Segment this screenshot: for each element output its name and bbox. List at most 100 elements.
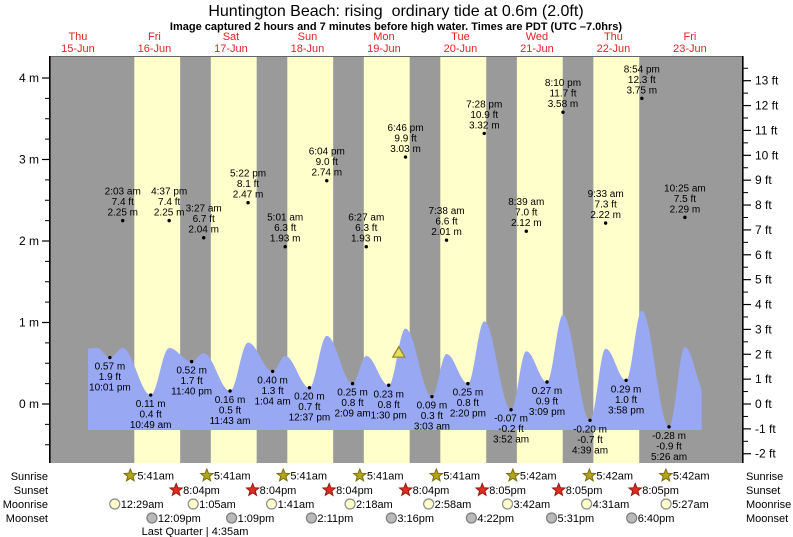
- tide-event-dots: [108, 96, 687, 429]
- high-tide-label-line: 2.12 m: [511, 218, 542, 229]
- low-tide-label-line: 4:39 am: [572, 445, 608, 456]
- high-tide-label-line: 5:22 pm: [230, 169, 266, 180]
- low-tide-dot: [350, 381, 355, 386]
- moonset-time: 4:22pm: [477, 513, 514, 525]
- low-tide-label-line: 0.7 ft: [298, 402, 320, 413]
- moonrise-moon-icon: [501, 498, 514, 510]
- low-tide-dot: [430, 394, 434, 399]
- moonrise-time: 1:05am: [199, 499, 236, 511]
- axes: 0 m 1 m 2 m 3 m 4 m -2 ft -1 ft 0 ft 1 ft 2 ft 3 f…: [19, 56, 779, 463]
- day-date-label: 15-Jun: [61, 43, 95, 55]
- low-tide-label-line: 1:04 am: [255, 396, 291, 407]
- plot-top-border: [50, 56, 742, 57]
- left-major-tick: [42, 77, 50, 79]
- current-tide-triangle-icon: [391, 345, 406, 358]
- high-tide-label-line: 8:54 pm: [624, 64, 660, 75]
- sunset-time: 8:04pm: [260, 485, 297, 497]
- day-name-label: Wed: [526, 31, 548, 43]
- low-tide-label-line: 10:49 am: [130, 420, 172, 431]
- left-minor-tick: [45, 118, 50, 120]
- low-tide-label-line: -0.28 m: [652, 431, 686, 442]
- right-minor-tick: [743, 415, 748, 417]
- moonrise-time: 5:27am: [672, 499, 709, 511]
- right-minor-tick: [743, 366, 748, 368]
- low-tide-label-line: 0.25 m: [337, 388, 368, 399]
- low-tide-label-line: -0.07 m: [494, 414, 528, 425]
- sunrise-star-icon: [275, 467, 291, 482]
- page-title: Huntington Beach: rising ordinary tide a…: [208, 3, 583, 20]
- high-tide-label-line: 7.5 ft: [674, 194, 696, 205]
- low-tide-label-line: 1:30 pm: [371, 410, 407, 421]
- tide-curve-area: [88, 310, 702, 430]
- high-tide-dot: [482, 131, 486, 136]
- moonrise-moon-icon: [187, 498, 199, 510]
- sunset-star-icon: [551, 482, 567, 497]
- right-minor-tick: [743, 440, 748, 442]
- moonset-moon-icon: [226, 512, 238, 524]
- low-tide-dot: [228, 389, 232, 393]
- low-tide-label-line: 0.27 m: [532, 386, 563, 397]
- low-tide-label-line: 3:09 pm: [529, 407, 565, 418]
- right-minor-tick: [743, 341, 748, 343]
- moonset-row-label-left: Moonset: [6, 513, 48, 525]
- high-tide-label-line: 7:28 pm: [466, 99, 502, 110]
- right-major-tick: [743, 204, 751, 206]
- high-tide-dot: [121, 218, 125, 223]
- sunrise-time: 5:41am: [443, 471, 480, 483]
- high-tide-label-line: 9.9 ft: [394, 134, 416, 145]
- low-tide-label-line: 5:26 am: [651, 452, 687, 463]
- high-tide-label-line: 6:04 pm: [309, 147, 345, 158]
- low-tide-label-line: 0.4 ft: [140, 410, 162, 421]
- high-tide-dot: [364, 245, 368, 249]
- right-major-tick: [743, 104, 751, 107]
- high-tide-label-line: 3.75 m: [627, 85, 658, 96]
- moonrise-time: 3:42am: [513, 499, 550, 511]
- current-tide-marker: [391, 345, 406, 358]
- high-tide-label-line: 2.47 m: [233, 190, 264, 201]
- day-name-label: Fri: [684, 31, 697, 43]
- moonset-moon-icon: [626, 512, 638, 524]
- moonrise-time: 12:29am: [121, 499, 164, 511]
- right-axis-label: 10 ft: [755, 148, 779, 162]
- right-minor-tick: [743, 266, 748, 268]
- sunset-star-icon: [168, 482, 184, 497]
- right-axis-label: 12 ft: [755, 99, 779, 113]
- right-axis-label: 11 ft: [755, 123, 778, 137]
- sunrise-time: 5:41am: [290, 471, 327, 483]
- low-tide-label-line: 3:52 am: [493, 435, 529, 446]
- moonrise-time: 1:41am: [278, 499, 315, 511]
- sunrise-star-icon: [352, 467, 368, 482]
- high-tide-label-line: 7.4 ft: [112, 197, 134, 208]
- sunset-star-icon: [474, 482, 490, 497]
- sunset-time: 8:04pm: [413, 485, 450, 497]
- moonset-moon-icon: [385, 512, 397, 524]
- low-tide-label-line: 1.9 ft: [99, 372, 121, 383]
- low-tide-label-line: 10:01 pm: [89, 383, 131, 394]
- right-major-tick: [743, 80, 751, 82]
- sunset-time: 8:04pm: [336, 485, 373, 497]
- high-tide-label-line: 6:27 am: [348, 213, 384, 224]
- low-tide-label-line: 0.29 m: [611, 384, 642, 395]
- high-tide-label-line: 6.6 ft: [435, 217, 457, 228]
- high-tide-dot: [403, 155, 408, 159]
- left-minor-tick: [45, 444, 50, 446]
- low-tide-label-line: 0.23 m: [373, 389, 404, 400]
- low-tide-dot: [148, 393, 153, 397]
- day-date-label: 23-Jun: [673, 43, 707, 55]
- right-major-tick: [743, 378, 751, 380]
- low-tide-label-line: 1.7 ft: [181, 376, 203, 387]
- low-tide-label-line: 0.9 ft: [536, 396, 558, 407]
- low-tide-label-line: 0.11 m: [136, 399, 166, 410]
- day-labels: Thu15-JunFri16-JunSat17-JunSun18-JunMon1…: [61, 31, 707, 55]
- low-tide-label-line: 0.8 ft: [341, 398, 363, 409]
- low-tide-label-line: 0.20 m: [294, 392, 325, 403]
- right-major-tick: [743, 154, 751, 156]
- right-major-tick: [743, 229, 751, 231]
- right-minor-tick: [743, 67, 748, 69]
- low-tide-label-line: 1.0 ft: [615, 395, 637, 406]
- high-tide-label-line: 6.3 ft: [274, 223, 296, 234]
- right-axis-label: -2 ft: [755, 447, 776, 461]
- right-axis-label: 9 ft: [755, 173, 772, 187]
